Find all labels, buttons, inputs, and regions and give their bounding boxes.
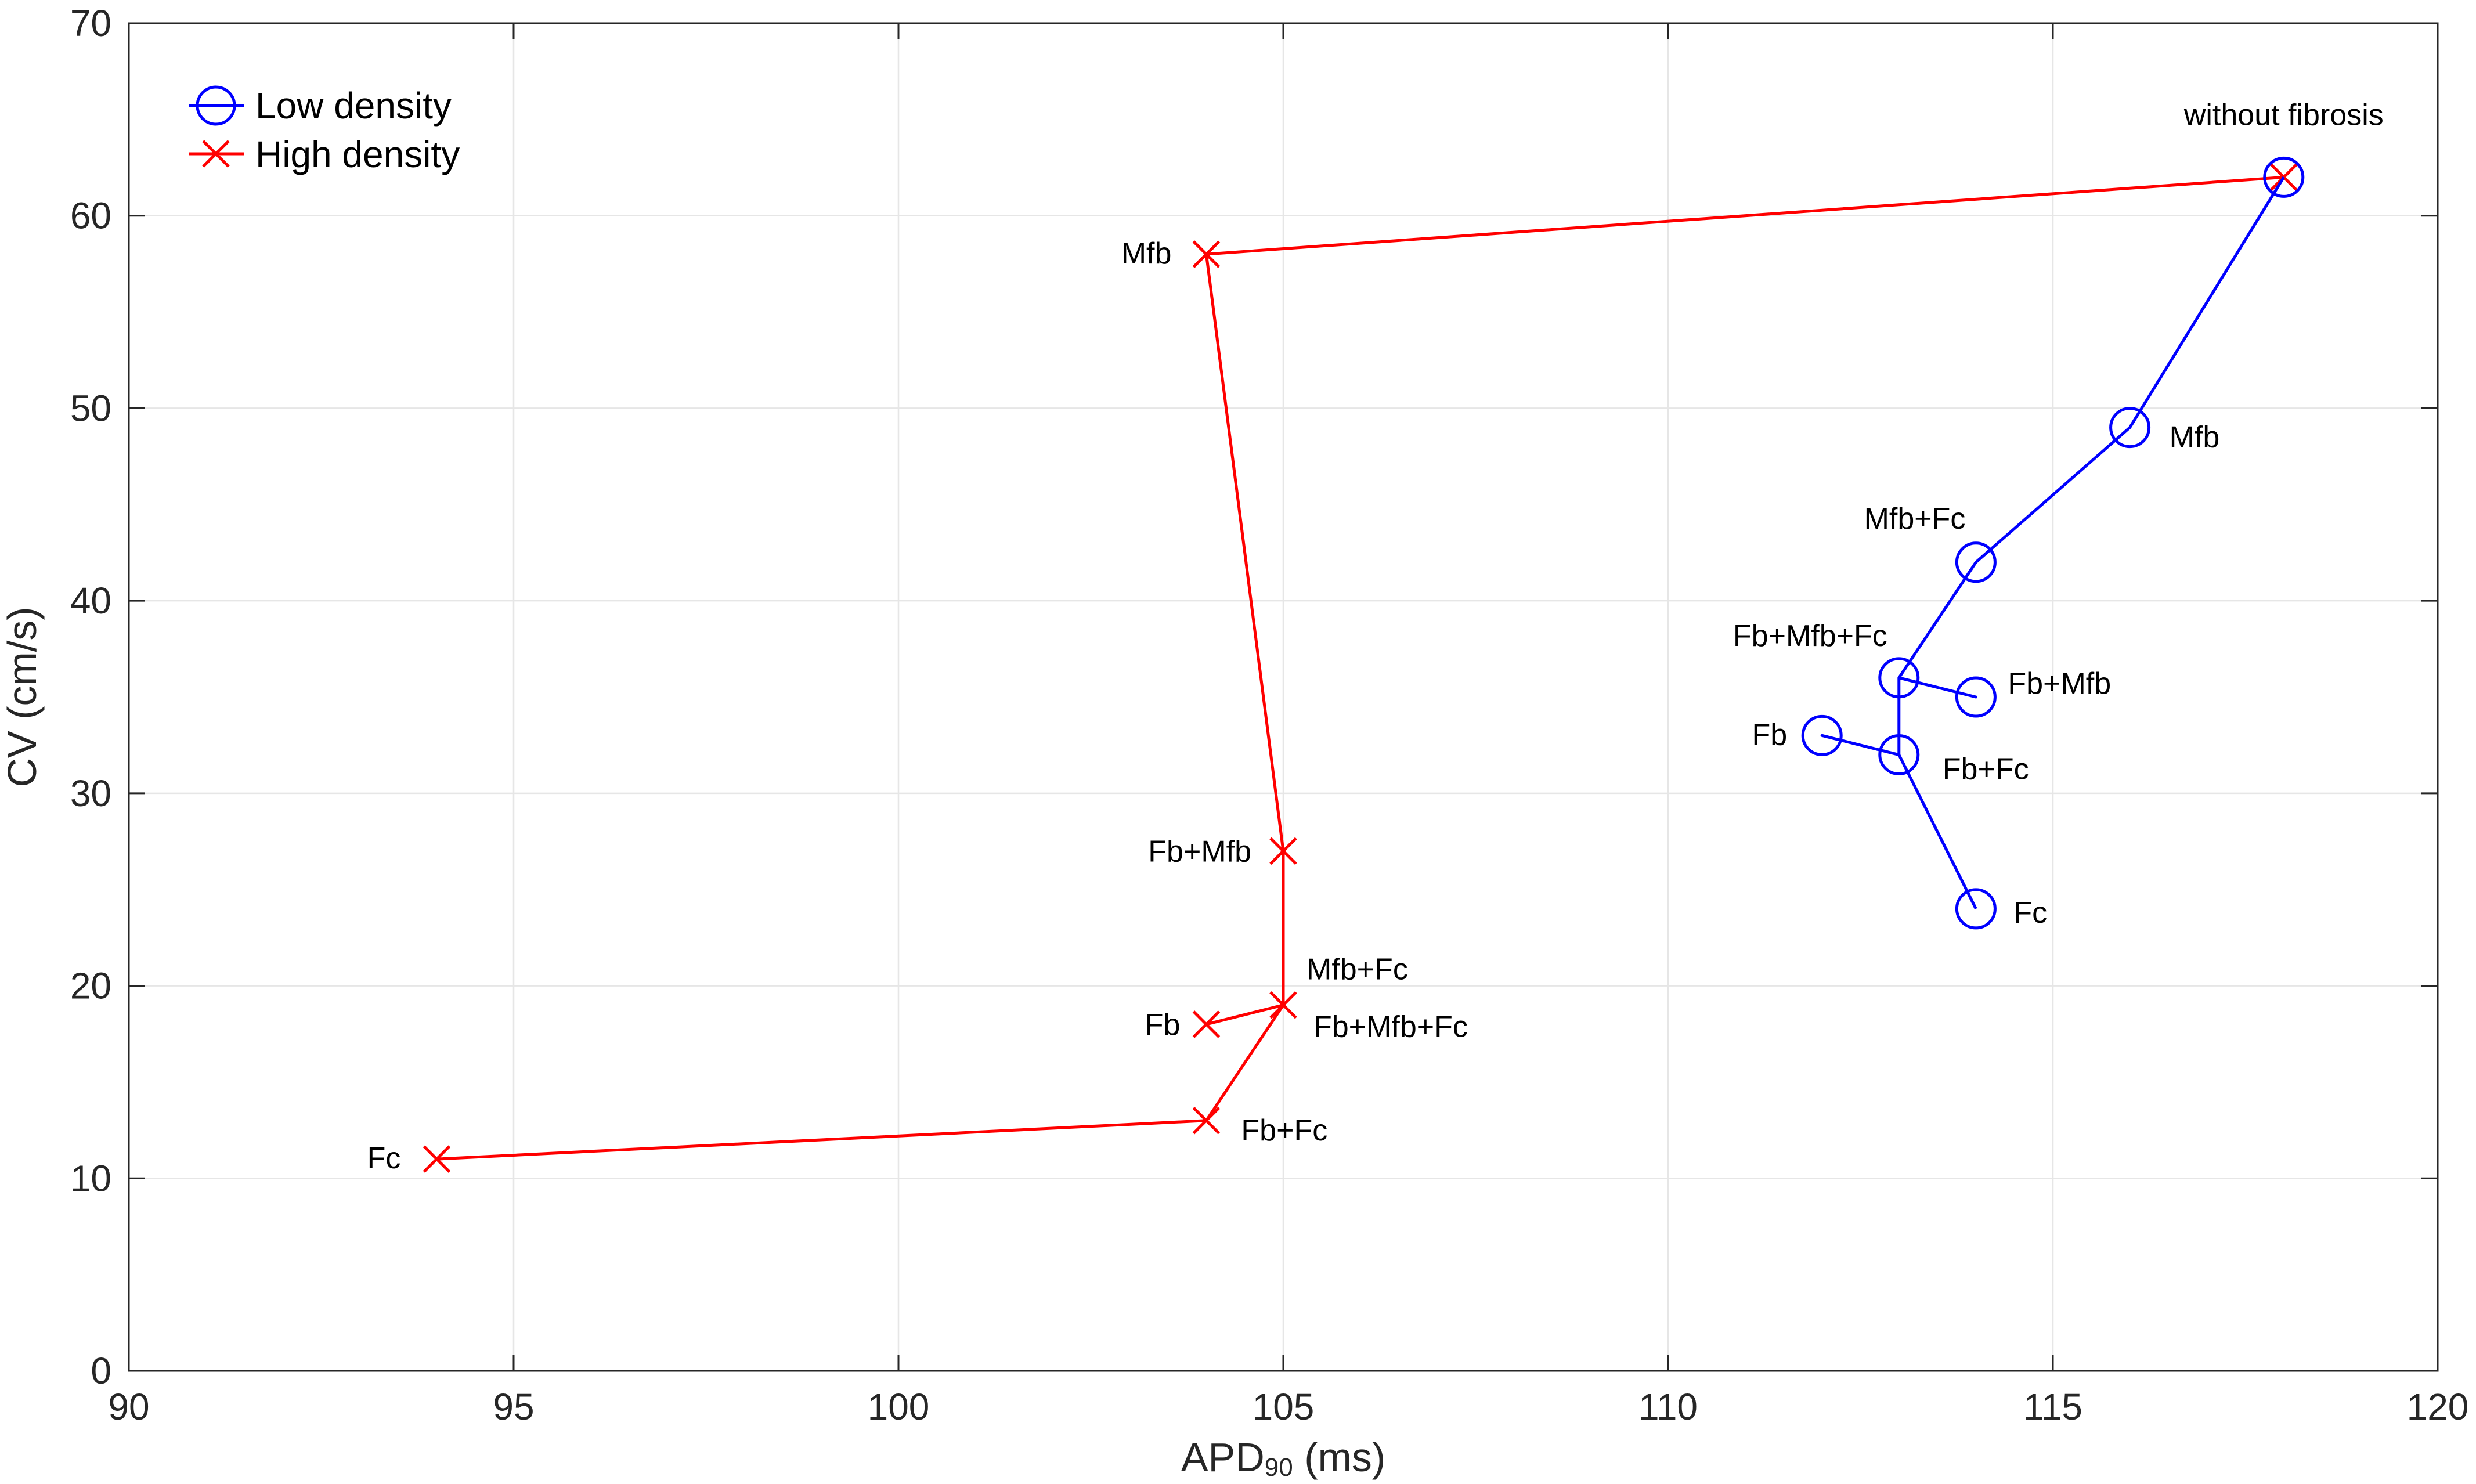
y-tick-label: 20 xyxy=(70,965,111,1007)
y-tick-label: 40 xyxy=(70,580,111,622)
data-point-low-density xyxy=(1955,541,1997,583)
point-label: Fc xyxy=(2013,896,2047,930)
x-tick-label: 105 xyxy=(1253,1386,1315,1428)
data-point-high-density xyxy=(1269,991,1297,1019)
data-point-low-density xyxy=(1955,888,1997,930)
legend-marker-circle xyxy=(196,85,236,126)
data-point-high-density xyxy=(423,1145,451,1173)
x-axis-title: APD90 (ms) xyxy=(1181,1435,1385,1482)
x-tick-label: 120 xyxy=(2407,1386,2469,1428)
point-label: Fb xyxy=(1752,718,1788,752)
x-axis-title-unit: (ms) xyxy=(1293,1435,1385,1480)
point-label: Mfb xyxy=(2170,421,2220,454)
y-tick-label: 30 xyxy=(70,772,111,814)
data-point-high-density xyxy=(1192,240,1221,268)
x-tick-label: 100 xyxy=(868,1386,930,1428)
legend-label-high-density: High density xyxy=(255,133,460,175)
data-point-high-density xyxy=(1269,837,1297,865)
point-label: Fb+Mfb xyxy=(2008,667,2111,701)
x-tick-label: 95 xyxy=(493,1386,534,1428)
legend-item-high-density: High density xyxy=(189,133,460,175)
y-tick-label: 0 xyxy=(91,1350,111,1392)
x-tick-label: 110 xyxy=(1638,1386,1698,1428)
x-axis-title-main: APD xyxy=(1181,1435,1265,1480)
data-point-low-density xyxy=(1878,657,1920,699)
legend-item-low-density: Low density xyxy=(189,85,452,127)
point-labels: without fibrosis Mfb Mfb+Fc Fb+Mfb+Fc Fb+Mfb… xyxy=(367,98,2384,1175)
x-tick-label: 90 xyxy=(108,1386,149,1428)
y-axis-title: CV (cm/s) xyxy=(0,606,45,787)
series-line-high-density xyxy=(436,175,2284,1161)
data-point-low-density xyxy=(1801,714,1843,756)
data-point-high-density xyxy=(1192,1010,1221,1038)
legend: Low density High density xyxy=(189,85,460,175)
y-tick-label: 70 xyxy=(70,2,111,44)
point-label: Fb+Fc xyxy=(1943,753,2029,786)
point-label: Mfb+Fc xyxy=(1864,502,1966,536)
axes xyxy=(128,22,2439,1372)
data-point-low-density xyxy=(1878,734,1920,776)
point-label: Fb+Mfb+Fc xyxy=(1733,619,1887,653)
legend-marker-x xyxy=(202,140,230,168)
series xyxy=(423,156,2305,1173)
y-tick-label: 60 xyxy=(70,195,111,237)
point-label: Fc xyxy=(367,1142,401,1175)
point-label: Mfb xyxy=(1121,237,1172,270)
point-label: without fibrosis xyxy=(2183,98,2384,132)
data-point-low-density xyxy=(1955,676,1997,718)
data-point-low-density xyxy=(2109,407,2151,449)
legend-label-low-density: Low density xyxy=(255,85,452,127)
series-line-low-density xyxy=(1820,176,2285,910)
point-label: Fb+Mfb xyxy=(1148,835,1251,868)
x-tick-label: 115 xyxy=(2023,1386,2082,1428)
x-axis-title-sub: 90 xyxy=(1265,1453,1293,1482)
data-point-low-density xyxy=(2263,156,2305,198)
y-tick-label: 10 xyxy=(70,1157,111,1199)
point-label: Mfb+Fc xyxy=(1306,953,1408,987)
data-point-high-density xyxy=(1192,1107,1221,1135)
data-point-high-density xyxy=(2270,163,2298,192)
point-label: Fb xyxy=(1145,1008,1181,1042)
y-tick-label: 50 xyxy=(70,387,111,429)
tick-labels: 90 95 100 105 110 115 120 0 10 20 30 40 50 60 70 xyxy=(70,2,2469,1428)
point-label: Fb+Mfb+Fc xyxy=(1313,1010,1468,1044)
point-label: Fb+Fc xyxy=(1241,1114,1327,1147)
